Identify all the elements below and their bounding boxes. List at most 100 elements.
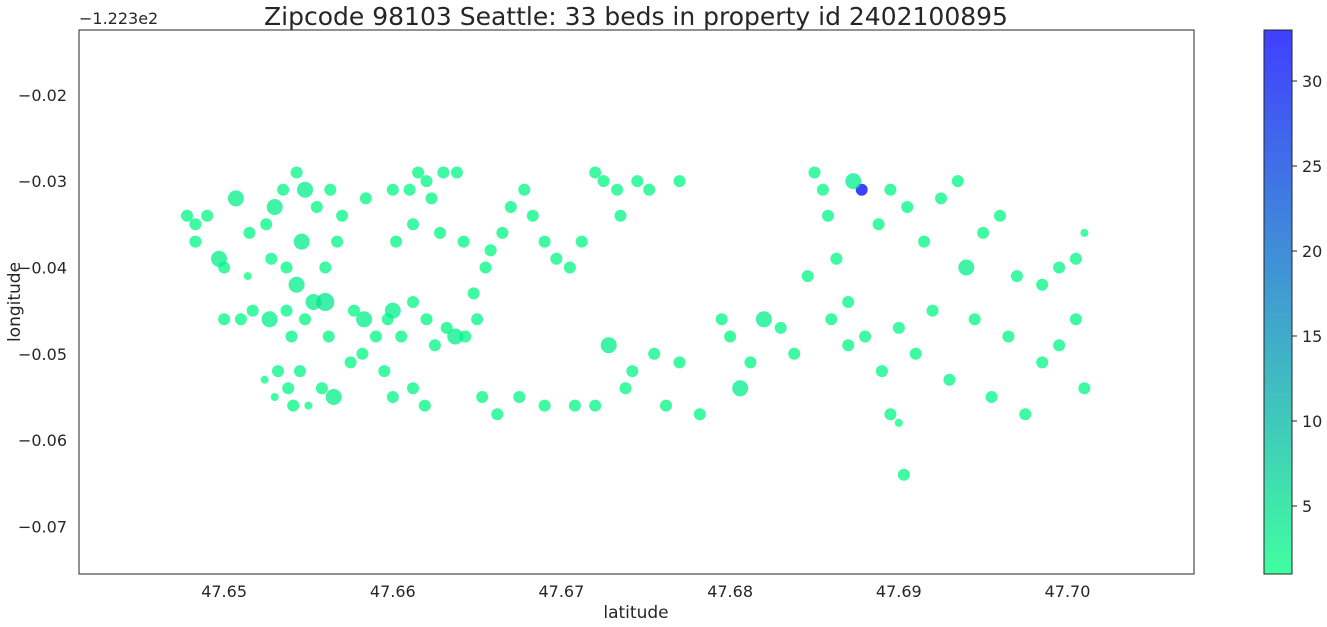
x-tick-label: 47.69 <box>876 582 922 601</box>
data-point <box>418 399 431 412</box>
data-point <box>407 218 419 231</box>
data-point <box>943 373 956 386</box>
data-point <box>926 304 939 317</box>
data-point <box>884 183 897 196</box>
data-point <box>201 209 214 222</box>
colorbar-ticks: 5 10 15 20 25 30 <box>1292 72 1322 516</box>
data-point <box>600 337 617 354</box>
data-point <box>331 235 344 248</box>
y-axis-ticks: −0.02 −0.03 −0.04 −0.05 −0.06 −0.07 <box>18 86 67 537</box>
data-point <box>218 313 231 326</box>
data-point <box>968 313 981 326</box>
x-tick-label: 47.67 <box>538 582 584 601</box>
data-point <box>344 356 357 369</box>
data-point <box>845 173 862 190</box>
data-point <box>755 311 772 328</box>
data-point <box>260 375 269 384</box>
data-point <box>611 183 624 196</box>
data-point <box>825 313 838 326</box>
data-point <box>297 181 313 198</box>
data-point <box>299 313 311 326</box>
data-point <box>1069 252 1082 265</box>
data-point <box>1078 382 1091 395</box>
data-point <box>951 175 964 188</box>
data-point <box>732 380 749 397</box>
data-point <box>1036 356 1049 369</box>
data-point <box>526 209 539 222</box>
data-point <box>243 272 252 281</box>
x-axis-label: latitude <box>603 603 668 623</box>
data-point <box>243 226 256 239</box>
data-point <box>801 270 814 283</box>
data-point <box>386 183 399 196</box>
data-point <box>265 252 278 265</box>
data-point <box>589 166 602 179</box>
data-point <box>901 201 914 213</box>
data-point <box>316 293 335 311</box>
data-point <box>280 304 293 317</box>
x-tick-label: 47.65 <box>201 582 247 601</box>
data-point <box>918 235 931 248</box>
colorbar-tick-label: 10 <box>1302 412 1322 431</box>
data-point <box>575 235 588 248</box>
data-point <box>310 201 323 213</box>
data-point <box>294 365 306 378</box>
data-point <box>459 330 472 343</box>
data-point <box>909 347 922 360</box>
data-point <box>894 418 903 427</box>
plot-frame <box>78 29 1195 575</box>
data-point <box>715 313 728 326</box>
data-point <box>369 330 382 343</box>
data-point <box>830 252 843 265</box>
data-point <box>693 408 706 421</box>
data-point <box>589 399 602 412</box>
data-point <box>875 365 888 378</box>
data-point <box>643 183 656 196</box>
data-point <box>246 304 259 317</box>
data-point <box>450 166 463 179</box>
data-point <box>660 399 672 412</box>
x-tick-label: 47.70 <box>1045 582 1091 601</box>
data-point <box>935 192 947 205</box>
data-point <box>287 399 300 412</box>
data-point <box>631 175 644 188</box>
data-point <box>315 382 328 395</box>
data-point <box>538 235 551 248</box>
data-point <box>808 166 821 179</box>
y-tick-label: −0.07 <box>18 518 67 537</box>
data-point <box>985 391 998 403</box>
colorbar-tick-label: 15 <box>1302 327 1322 346</box>
y-tick-label: −0.06 <box>18 431 67 450</box>
data-point <box>395 330 408 343</box>
data-point <box>403 183 416 196</box>
data-point <box>476 391 489 403</box>
data-point <box>304 401 313 410</box>
data-point <box>471 313 484 326</box>
data-point <box>356 347 369 360</box>
data-point <box>407 382 419 395</box>
colorbar-tick-label: 25 <box>1302 157 1322 176</box>
data-point <box>1053 261 1066 274</box>
data-point <box>356 311 373 328</box>
data-point <box>272 365 284 378</box>
data-point <box>319 261 332 274</box>
data-point <box>673 175 686 188</box>
data-point <box>1069 313 1082 326</box>
data-point <box>348 304 360 317</box>
x-tick-label: 47.68 <box>707 582 753 601</box>
data-point <box>181 209 193 222</box>
data-point <box>614 209 627 222</box>
data-point <box>270 393 279 401</box>
data-point <box>359 192 372 205</box>
data-point <box>260 218 273 231</box>
data-point <box>568 399 581 412</box>
data-point <box>872 218 885 231</box>
data-point <box>788 347 801 360</box>
data-point <box>842 339 855 352</box>
data-point <box>266 199 283 215</box>
data-point <box>288 276 305 293</box>
points-layer <box>181 166 1091 481</box>
y-axis-label: longitude <box>5 262 25 342</box>
data-point <box>324 183 337 196</box>
data-point <box>407 296 419 308</box>
